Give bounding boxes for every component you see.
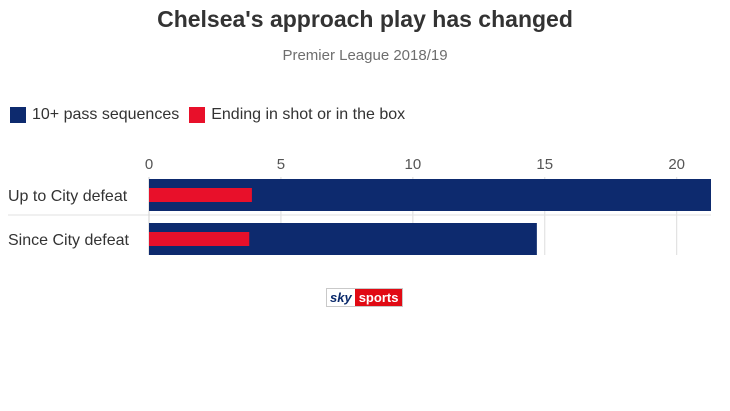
x-tick-label-10: 10 [405,156,422,173]
sky-sports-logo: sky sports [326,288,404,307]
chart-title: Chelsea's approach play has changed [157,6,573,32]
bar-ending-shot-0 [149,188,252,202]
legend-swatch-navy [10,107,26,123]
legend-swatch-red [189,107,206,123]
category-label-1: Since City defeat [8,232,130,249]
logo-sky-text: sky [327,289,355,306]
logo-sports-text: sports [354,289,403,306]
x-tick-label-5: 5 [277,156,285,173]
legend-label-ending-shot: Ending in shot or in the box [211,106,406,123]
legend: 10+ pass sequences Ending in shot or in … [10,106,415,124]
legend-item-pass-sequences: 10+ pass sequences [10,106,179,124]
x-tick-label-15: 15 [536,156,553,173]
x-tick-label-20: 20 [668,156,685,173]
bar-ending-shot-1 [149,232,250,246]
x-tick-label-0: 0 [145,156,153,173]
chart-subtitle: Premier League 2018/19 [282,47,448,64]
legend-label-pass-sequences: 10+ pass sequences [32,106,180,123]
legend-item-ending-shot: Ending in shot or in the box [189,106,405,124]
bar-chart: 0 5 10 15 20 Up to City defeat Since City defe… [8,156,711,255]
category-label-0: Up to City defeat [8,188,128,205]
